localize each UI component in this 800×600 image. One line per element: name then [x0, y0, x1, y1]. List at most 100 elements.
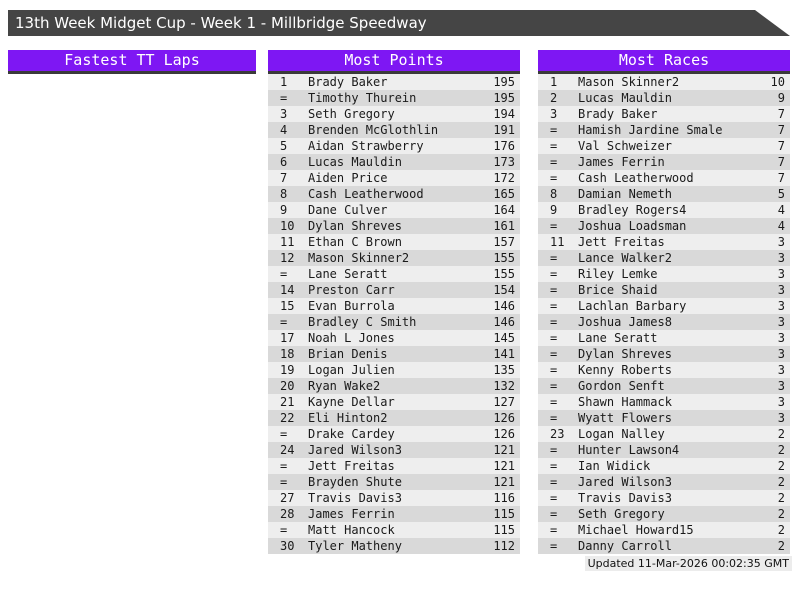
value-cell: 135: [493, 363, 515, 377]
table-row: 19 Logan Julien 135: [268, 362, 520, 378]
table-row: = Shawn Hammack 3: [538, 394, 790, 410]
name-cell: Brenden McGlothlin: [308, 123, 439, 137]
value-cell: 3: [777, 347, 785, 361]
rank-cell: =: [550, 123, 558, 137]
name-cell: Kayne Dellar: [308, 395, 395, 409]
name-cell: Tyler Matheny: [308, 539, 402, 553]
rank-cell: =: [550, 395, 558, 409]
name-cell: Evan Burrola: [308, 299, 395, 313]
table-row: = Brice Shaid 3: [538, 282, 790, 298]
name-cell: Matt Hancock: [308, 523, 395, 537]
table-row: 4 Brenden McGlothlin 191: [268, 122, 520, 138]
rank-cell: 11: [550, 235, 565, 249]
fastest-tt-laps-header: Fastest TT Laps: [8, 50, 256, 74]
table-row: = Val Schweizer 7: [538, 138, 790, 154]
table-row: = Michael Howard15 2: [538, 522, 790, 538]
table-row: 23 Logan Nalley 2: [538, 426, 790, 442]
value-cell: 3: [777, 315, 785, 329]
table-row: 3 Brady Baker 7: [538, 106, 790, 122]
most-points-header: Most Points: [268, 50, 520, 74]
rank-cell: 14: [280, 283, 295, 297]
rank-cell: 5: [280, 139, 288, 153]
table-row: = Lance Walker2 3: [538, 250, 790, 266]
table-row: 15 Evan Burrola 146: [268, 298, 520, 314]
value-cell: 155: [493, 251, 515, 265]
table-row: 1 Mason Skinner2 10: [538, 74, 790, 90]
name-cell: Dane Culver: [308, 203, 388, 217]
rank-cell: 6: [280, 155, 288, 169]
table-row: 24 Jared Wilson3 121: [268, 442, 520, 458]
table-row: 30 Tyler Matheny 112: [268, 538, 520, 554]
rank-cell: =: [280, 523, 288, 537]
rank-cell: 10: [280, 219, 295, 233]
value-cell: 3: [777, 395, 785, 409]
name-cell: Seth Gregory: [308, 107, 395, 121]
value-cell: 10: [770, 75, 785, 89]
rank-cell: 11: [280, 235, 295, 249]
value-cell: 146: [493, 299, 515, 313]
value-cell: 132: [493, 379, 515, 393]
table-row: 27 Travis Davis3 116: [268, 490, 520, 506]
table-row: = Ian Widick 2: [538, 458, 790, 474]
table-row: = Hunter Lawson4 2: [538, 442, 790, 458]
table-row: = Dylan Shreves 3: [538, 346, 790, 362]
value-cell: 4: [777, 219, 785, 233]
value-cell: 3: [777, 363, 785, 377]
value-cell: 145: [493, 331, 515, 345]
rank-cell: =: [280, 91, 288, 105]
table-row: = Bradley C Smith 146: [268, 314, 520, 330]
rank-cell: =: [550, 475, 558, 489]
value-cell: 2: [777, 491, 785, 505]
table-row: = Joshua Loadsman 4: [538, 218, 790, 234]
name-cell: Timothy Thurein: [308, 91, 417, 105]
rank-cell: 23: [550, 427, 565, 441]
value-cell: 7: [777, 107, 785, 121]
table-row: 22 Eli Hinton2 126: [268, 410, 520, 426]
name-cell: Dylan Shreves: [308, 219, 402, 233]
name-cell: James Ferrin: [308, 507, 395, 521]
table-row: = Seth Gregory 2: [538, 506, 790, 522]
value-cell: 172: [493, 171, 515, 185]
table-row: = Riley Lemke 3: [538, 266, 790, 282]
table-row: 1 Brady Baker 195: [268, 74, 520, 90]
table-row: 8 Cash Leatherwood 165: [268, 186, 520, 202]
value-cell: 3: [777, 331, 785, 345]
table-row: 21 Kayne Dellar 127: [268, 394, 520, 410]
rank-cell: 18: [280, 347, 295, 361]
table-row: = Lane Seratt 155: [268, 266, 520, 282]
value-cell: 2: [777, 523, 785, 537]
column-most-points: Most Points 1 Brady Baker 195 = Timothy Thur…: [268, 50, 520, 554]
name-cell: Jett Freitas: [308, 459, 395, 473]
name-cell: Mason Skinner2: [308, 251, 410, 265]
value-cell: 121: [493, 459, 515, 473]
table-row: = Lachlan Barbary 3: [538, 298, 790, 314]
rank-cell: 3: [280, 107, 288, 121]
value-cell: 115: [493, 507, 515, 521]
table-row: 7 Aiden Price 172: [268, 170, 520, 186]
rank-cell: 7: [280, 171, 288, 185]
rank-cell: =: [550, 459, 558, 473]
value-cell: 126: [493, 427, 515, 441]
rank-cell: 15: [280, 299, 295, 313]
page-title: 13th Week Midget Cup - Week 1 - Millbrid…: [8, 10, 790, 36]
rank-cell: 1: [280, 75, 288, 89]
name-cell: Dylan Shreves: [578, 347, 672, 361]
name-cell: Cash Leatherwood: [308, 187, 424, 201]
name-cell: Brady Baker: [308, 75, 388, 89]
table-row: = Timothy Thurein 195: [268, 90, 520, 106]
name-cell: Jett Freitas: [578, 235, 665, 249]
name-cell: Hamish Jardine Smale: [578, 123, 723, 137]
rank-cell: =: [550, 411, 558, 425]
rank-cell: 8: [550, 187, 558, 201]
table-row: = Kenny Roberts 3: [538, 362, 790, 378]
rank-cell: 9: [550, 203, 558, 217]
table-row: 11 Jett Freitas 3: [538, 234, 790, 250]
table-row: = Wyatt Flowers 3: [538, 410, 790, 426]
value-cell: 161: [493, 219, 515, 233]
table-row: = Danny Carroll 2: [538, 538, 790, 554]
name-cell: Lucas Mauldin: [578, 91, 672, 105]
name-cell: Damian Nemeth: [578, 187, 672, 201]
value-cell: 157: [493, 235, 515, 249]
rank-cell: =: [280, 427, 288, 441]
rank-cell: =: [550, 267, 558, 281]
